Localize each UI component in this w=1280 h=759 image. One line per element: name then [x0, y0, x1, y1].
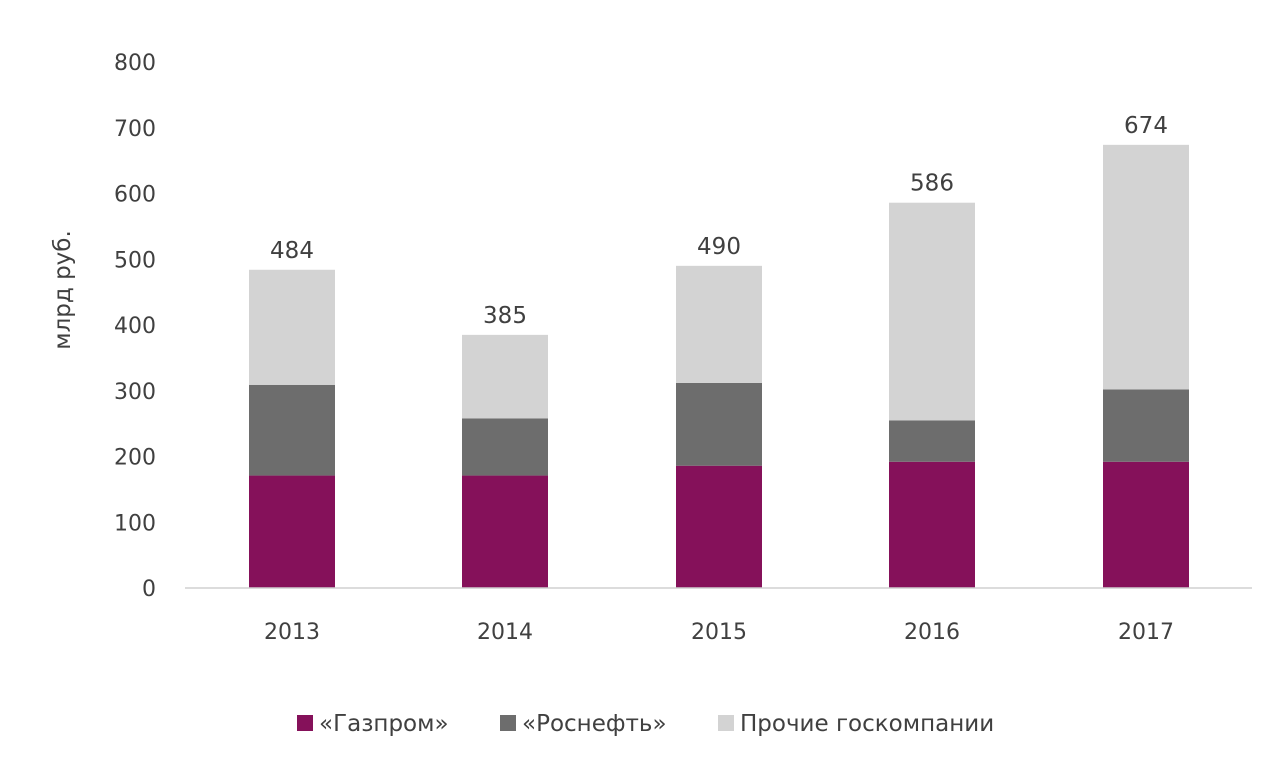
bar-segment-2016-s2 — [889, 202, 975, 421]
bar-segment-2015-s2 — [676, 265, 762, 383]
y-tick-label: 600 — [114, 183, 156, 208]
total-label: 586 — [910, 171, 954, 197]
legend-swatch — [297, 715, 313, 731]
legend: «Газпром» «Роснефть» Прочие госкомпании — [297, 711, 994, 737]
legend-swatch — [718, 715, 734, 731]
total-label: 484 — [270, 238, 314, 264]
legend-label: «Роснефть» — [522, 711, 667, 737]
y-tick-label: 700 — [114, 117, 156, 142]
x-tick-label: 2015 — [691, 620, 747, 645]
y-axis-ticks: 0 100 200 300 400 500 600 700 800 — [114, 51, 156, 602]
x-tick-label: 2013 — [264, 620, 320, 645]
bar-segment-2014-s2 — [462, 334, 548, 419]
bar-segment-2017-s0 — [1103, 461, 1189, 588]
bar-segment-2015-s0 — [676, 465, 762, 588]
bar-segment-2013-s1 — [249, 384, 335, 476]
total-label: 674 — [1124, 113, 1168, 139]
bars-layer — [249, 144, 1189, 588]
y-axis-label: млрд руб. — [50, 230, 76, 350]
x-axis-ticks: 2013 2014 2015 2016 2017 — [264, 620, 1174, 645]
legend-label: Прочие госкомпании — [740, 711, 994, 737]
y-tick-label: 0 — [142, 577, 156, 602]
y-tick-label: 100 — [114, 511, 156, 536]
bar-segment-2017-s2 — [1103, 144, 1189, 390]
bar-segment-2013-s2 — [249, 269, 335, 385]
bar-segment-2013-s0 — [249, 475, 335, 588]
x-tick-label: 2016 — [904, 620, 960, 645]
bar-segment-2014-s0 — [462, 475, 548, 588]
total-label: 385 — [483, 303, 527, 329]
legend-label: «Газпром» — [319, 711, 449, 737]
x-tick-label: 2014 — [477, 620, 533, 645]
y-tick-label: 200 — [114, 446, 156, 471]
bar-segment-2014-s1 — [462, 418, 548, 476]
bar-segment-2016-s1 — [889, 420, 975, 462]
bar-segment-2017-s1 — [1103, 389, 1189, 462]
legend-swatch — [500, 715, 516, 731]
y-tick-label: 800 — [114, 51, 156, 76]
total-label: 490 — [697, 234, 741, 260]
y-tick-label: 300 — [114, 380, 156, 405]
x-tick-label: 2017 — [1118, 620, 1174, 645]
bar-segment-2015-s1 — [676, 382, 762, 466]
y-tick-label: 500 — [114, 248, 156, 273]
total-labels: 484 385 490 586 674 — [270, 113, 1168, 329]
bar-segment-2016-s0 — [889, 461, 975, 588]
y-tick-label: 400 — [114, 314, 156, 339]
